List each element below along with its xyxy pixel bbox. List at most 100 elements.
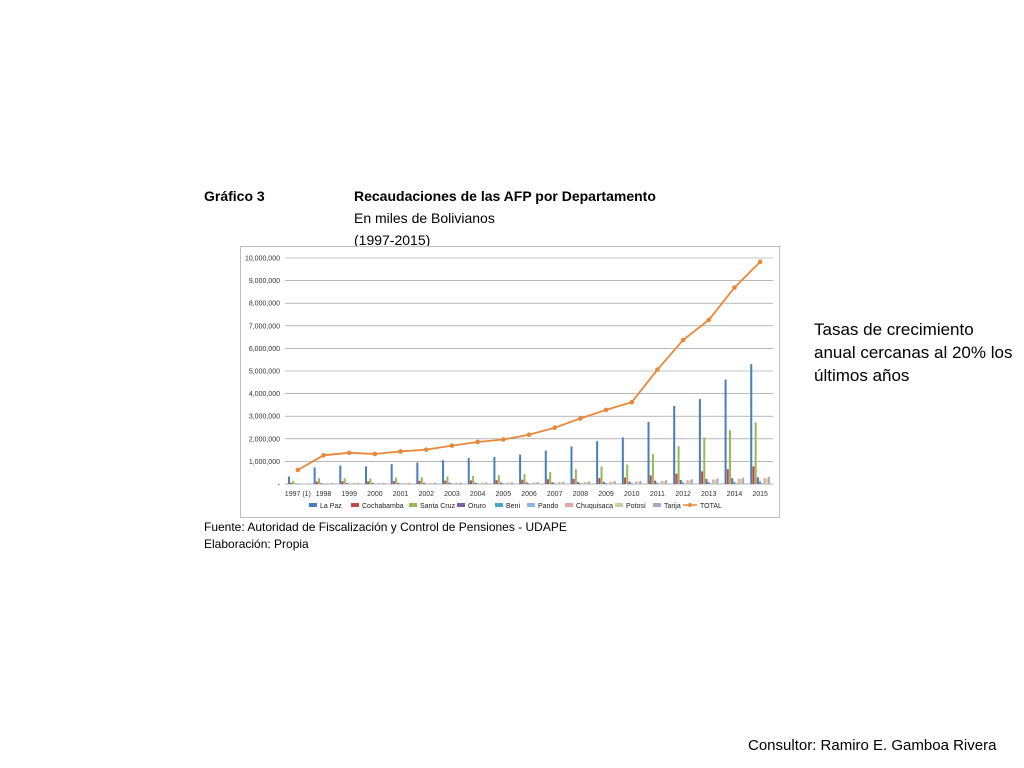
bar-beni bbox=[579, 483, 582, 484]
bar-beni bbox=[373, 483, 376, 485]
y-tick-label: 7,000,000 bbox=[249, 323, 280, 330]
bar-beni bbox=[502, 483, 505, 484]
x-tick-label: 2008 bbox=[573, 491, 589, 498]
total-point bbox=[603, 407, 609, 413]
chart-title: Recaudaciones de las AFP por Departament… bbox=[354, 188, 656, 204]
bar-oruro bbox=[345, 482, 348, 484]
bar-potos- bbox=[585, 482, 588, 484]
bar-oruro bbox=[628, 481, 631, 484]
total-point bbox=[526, 432, 532, 438]
source-note: Fuente: Autoridad de Fiscalización y Con… bbox=[204, 520, 567, 534]
x-tick-label: 2007 bbox=[547, 491, 563, 498]
bar-chuquisaca bbox=[455, 482, 458, 484]
bar-chuquisaca bbox=[763, 477, 766, 484]
bar-oruro bbox=[448, 482, 451, 484]
x-tick-label: 2003 bbox=[444, 491, 460, 498]
bar-santa-cruz bbox=[728, 430, 731, 484]
bar-oruro bbox=[500, 482, 503, 484]
bar-cochabamba bbox=[315, 481, 318, 484]
bar-santa-cruz bbox=[754, 422, 757, 484]
bar-tarija bbox=[665, 480, 668, 484]
bar-tarija bbox=[485, 482, 488, 484]
bar-chuquisaca bbox=[609, 481, 612, 484]
bar-cochabamba bbox=[290, 482, 293, 484]
bar-tarija bbox=[433, 482, 436, 484]
legend-swatch bbox=[565, 503, 573, 507]
bar-oruro bbox=[320, 483, 323, 484]
bar-la-paz bbox=[621, 437, 624, 484]
x-tick-label: 1999 bbox=[341, 491, 357, 498]
bar-beni bbox=[399, 483, 402, 484]
bar-santa-cruz bbox=[395, 477, 398, 484]
bar-potos- bbox=[457, 482, 460, 484]
bar-potos- bbox=[714, 479, 717, 484]
bar-santa-cruz bbox=[549, 472, 552, 484]
legend-swatch bbox=[409, 503, 417, 507]
bar-pando bbox=[658, 483, 661, 484]
bar-potos- bbox=[560, 482, 563, 484]
bar-tarija bbox=[690, 479, 693, 484]
bar-beni bbox=[450, 483, 453, 484]
y-tick-label: 1,000,000 bbox=[249, 459, 280, 466]
bar-potos- bbox=[354, 483, 357, 484]
legend-label: Beni bbox=[506, 503, 520, 510]
bar-santa-cruz bbox=[472, 475, 475, 484]
bar-chuquisaca bbox=[301, 483, 304, 485]
bar-oruro bbox=[577, 481, 580, 484]
bar-pando bbox=[427, 483, 430, 485]
bar-tarija bbox=[305, 483, 308, 485]
legend-label: La Paz bbox=[320, 503, 342, 510]
bar-potos- bbox=[483, 482, 486, 484]
bar-la-paz bbox=[467, 458, 470, 484]
bar-oruro bbox=[294, 483, 297, 485]
bar-chuquisaca bbox=[326, 483, 329, 484]
x-tick-label: 2002 bbox=[418, 491, 434, 498]
bar-potos- bbox=[688, 480, 691, 484]
bar-potos- bbox=[662, 481, 665, 484]
bar-tarija bbox=[408, 482, 411, 484]
bar-chuquisaca bbox=[480, 482, 483, 484]
bar-santa-cruz bbox=[523, 474, 526, 484]
bar-la-paz bbox=[416, 462, 419, 484]
bar-beni bbox=[348, 483, 351, 485]
bar-potos- bbox=[508, 482, 511, 484]
x-tick-label: 2009 bbox=[598, 491, 614, 498]
legend-label: Cochabamba bbox=[362, 503, 404, 510]
bar-pando bbox=[555, 483, 558, 485]
bar-la-paz bbox=[287, 476, 290, 484]
legend-swatch bbox=[615, 503, 623, 507]
bar-pando bbox=[632, 483, 635, 485]
total-point bbox=[295, 467, 301, 473]
bar-tarija bbox=[716, 478, 719, 484]
bar-tarija bbox=[613, 481, 616, 484]
x-tick-label: 2013 bbox=[701, 491, 717, 498]
x-tick-label: 2001 bbox=[393, 491, 409, 498]
legend-swatch bbox=[457, 503, 465, 507]
x-tick-label: 2015 bbox=[752, 491, 768, 498]
chart-subtitle: En miles de Bolivianos bbox=[354, 210, 495, 226]
legend-label: Oruro bbox=[468, 503, 486, 510]
legend-label: Santa Cruz bbox=[420, 503, 456, 510]
bar-santa-cruz bbox=[420, 477, 423, 484]
bar-pando bbox=[581, 483, 584, 485]
bar-beni bbox=[322, 483, 325, 485]
bar-cochabamba bbox=[521, 479, 524, 484]
total-point bbox=[321, 452, 326, 458]
bar-la-paz bbox=[673, 406, 676, 484]
bar-potos- bbox=[637, 481, 640, 484]
bar-tarija bbox=[588, 481, 591, 484]
total-point bbox=[578, 416, 583, 421]
bar-oruro bbox=[551, 482, 554, 484]
bar-chuquisaca bbox=[686, 480, 689, 484]
bar-pando bbox=[761, 482, 764, 484]
y-tick-label: 2,000,000 bbox=[249, 436, 280, 443]
bar-cochabamba bbox=[444, 480, 447, 484]
x-tick-label: 2006 bbox=[521, 491, 537, 498]
bar-cochabamba bbox=[624, 477, 627, 484]
bar-potos- bbox=[431, 483, 434, 484]
bar-beni bbox=[527, 483, 530, 484]
bar-pando bbox=[735, 483, 738, 484]
bar-la-paz bbox=[596, 441, 599, 484]
legend-marker bbox=[688, 503, 692, 507]
bar-oruro bbox=[474, 482, 477, 484]
